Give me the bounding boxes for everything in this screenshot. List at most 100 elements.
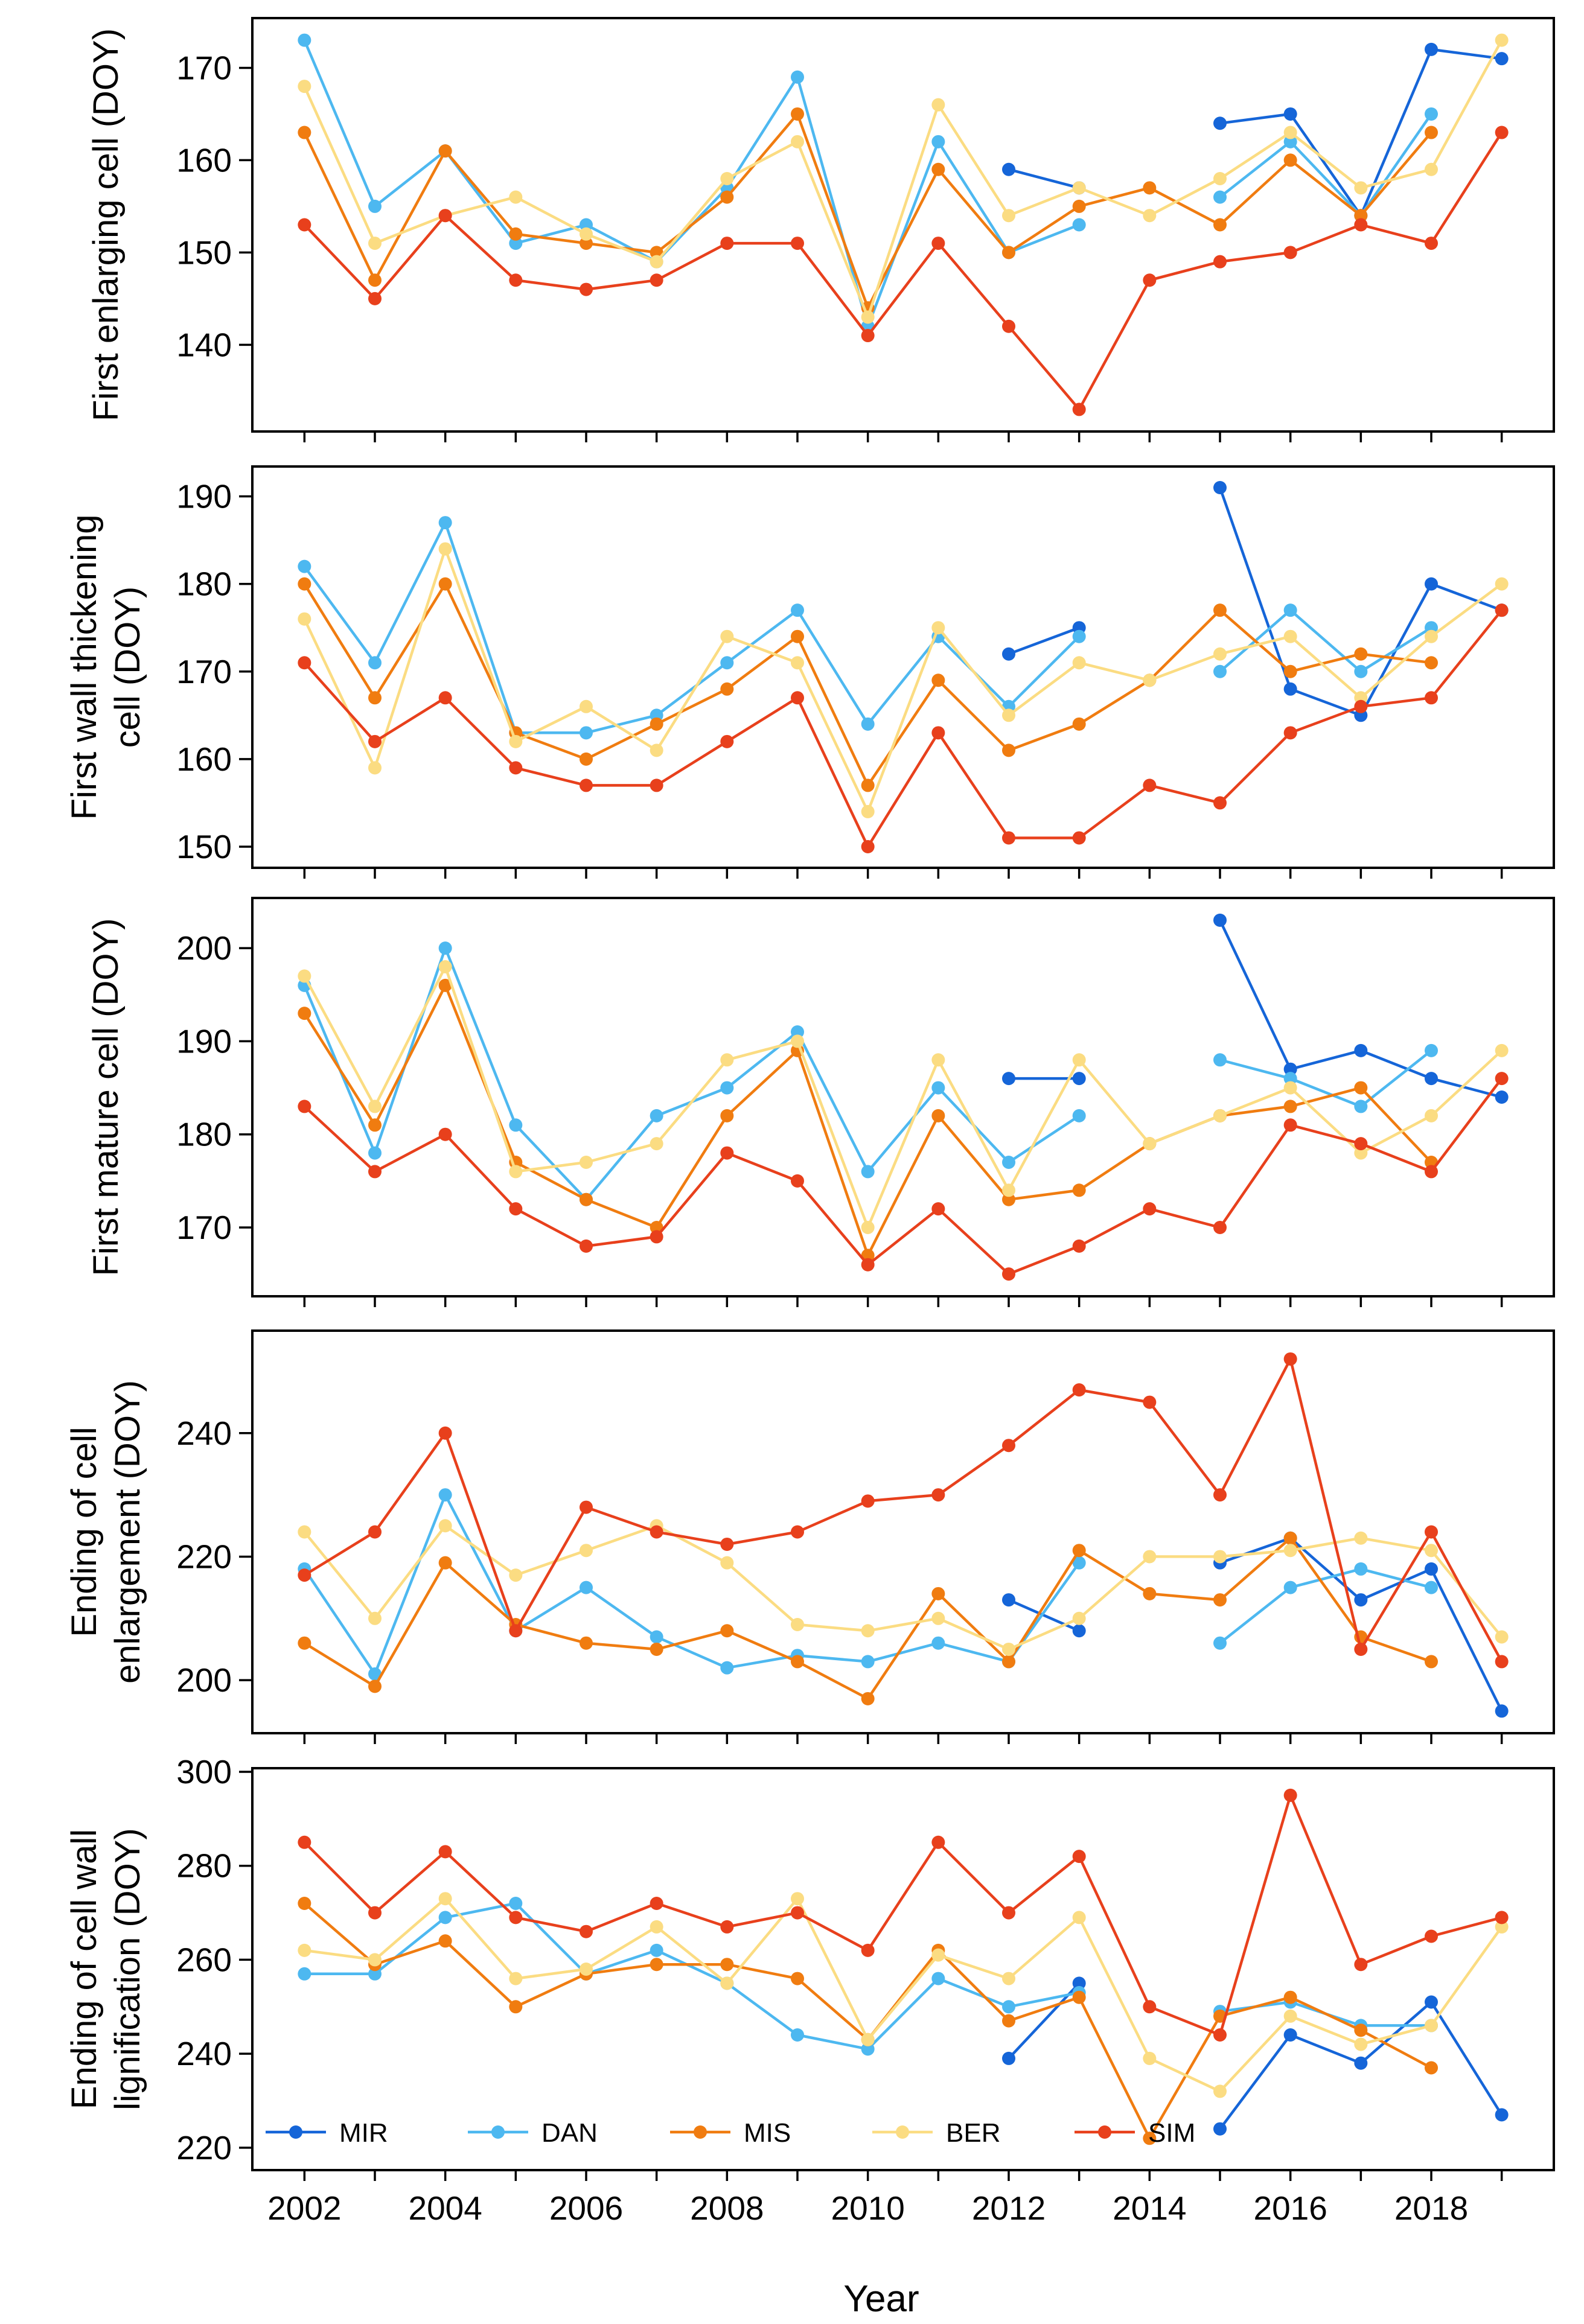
data-point <box>509 1624 523 1638</box>
data-point <box>1002 1972 1015 1985</box>
series-mir <box>1002 481 1509 722</box>
data-point <box>580 1581 593 1594</box>
data-point <box>509 734 523 748</box>
data-point <box>1213 255 1227 269</box>
data-point <box>368 734 382 748</box>
data-point <box>1425 691 1438 705</box>
data-point <box>1072 629 1086 643</box>
data-point <box>861 2042 875 2056</box>
data-point <box>1283 1118 1297 1132</box>
data-point <box>791 629 804 643</box>
data-point <box>1495 1655 1509 1669</box>
x-axis-label: Year <box>843 2278 919 2320</box>
data-point <box>580 218 593 232</box>
data-point <box>1002 2014 1015 2028</box>
data-point <box>931 1636 945 1650</box>
data-point <box>650 743 663 757</box>
data-point <box>1213 481 1227 495</box>
legend-label: DAN <box>541 2118 598 2148</box>
data-point <box>298 1100 311 1113</box>
data-point <box>1283 1062 1297 1076</box>
data-point <box>1495 1090 1509 1104</box>
data-point <box>438 1892 452 1906</box>
legend-label: MIR <box>339 2118 388 2148</box>
data-point <box>1143 673 1157 687</box>
data-point <box>438 941 452 955</box>
data-point <box>1002 162 1015 176</box>
data-point <box>368 291 382 305</box>
y-tick-label: 190 <box>176 1022 232 1060</box>
data-point <box>931 1488 945 1502</box>
series-line-mir <box>1009 919 1503 1099</box>
data-point <box>1425 629 1438 643</box>
data-point <box>1354 1137 1368 1151</box>
x-tick-label: 2016 <box>1253 2189 1327 2227</box>
y-tick-label: 190 <box>176 478 232 515</box>
data-point <box>1213 796 1227 810</box>
data-point <box>298 33 311 47</box>
panel-frame <box>251 897 1555 1297</box>
y-tick-label: 170 <box>176 49 232 86</box>
y-tick-label: 240 <box>176 2035 232 2072</box>
y-tick-label: 160 <box>176 141 232 179</box>
panel-frame <box>251 1329 1555 1734</box>
data-point <box>580 227 593 241</box>
data-point <box>1283 1352 1297 1366</box>
data-point <box>1213 1636 1227 1650</box>
data-point <box>1072 717 1086 731</box>
data-point <box>650 1137 663 1151</box>
x-tick-label: 2012 <box>972 2189 1046 2227</box>
y-axis-label: enlargement (DOY) <box>108 1380 147 1684</box>
data-point <box>509 273 523 287</box>
data-point <box>1425 1072 1438 1086</box>
data-point <box>298 1967 311 1981</box>
data-point <box>1213 172 1227 186</box>
data-point <box>580 778 593 792</box>
data-point <box>861 1692 875 1705</box>
panel-frame <box>251 465 1555 869</box>
data-point <box>1002 1439 1015 1453</box>
data-point <box>720 1920 734 1934</box>
series-line-mis <box>304 1536 1432 1701</box>
data-point <box>1354 1146 1368 1160</box>
data-point <box>368 1967 382 1981</box>
data-point <box>1425 656 1438 670</box>
data-point <box>368 1953 382 1967</box>
data-point <box>368 1525 382 1539</box>
y-tick-label: 220 <box>176 2129 232 2166</box>
data-point <box>1213 2084 1227 2098</box>
series-ber <box>298 542 1509 818</box>
data-point <box>1283 153 1297 167</box>
y-axis-label: First enlarging cell (DOY) <box>86 28 126 421</box>
x-tick-label: 2002 <box>267 2189 341 2227</box>
data-point <box>720 1976 734 1990</box>
data-point <box>438 1488 452 1502</box>
data-point <box>298 1525 311 1539</box>
y-axis-label: First mature cell (DOY) <box>86 918 126 1276</box>
data-point <box>1354 2037 1368 2051</box>
data-point <box>1002 209 1015 223</box>
data-point <box>650 1525 663 1539</box>
data-point <box>509 190 523 204</box>
data-point <box>580 1636 593 1650</box>
data-point <box>438 144 452 158</box>
x-tick-label: 2010 <box>831 2189 904 2227</box>
panel-1: 140 150 160 170 First enlarging cell (DOY) <box>86 17 1555 442</box>
data-point <box>509 2000 523 2014</box>
data-point <box>1072 1911 1086 1924</box>
data-point <box>650 1642 663 1656</box>
data-point <box>438 516 452 530</box>
data-point <box>791 691 804 705</box>
data-point <box>861 1258 875 1272</box>
series-sim <box>298 1352 1509 1669</box>
series-mir <box>1002 913 1509 1104</box>
series-line-dan <box>303 1493 1432 1676</box>
data-point <box>791 1618 804 1632</box>
data-point <box>438 1911 452 1924</box>
data-point <box>368 273 382 287</box>
data-point <box>861 1494 875 1508</box>
data-point <box>1495 1704 1509 1718</box>
data-point <box>1495 577 1509 591</box>
legend-label: MIS <box>744 2118 791 2148</box>
data-point <box>720 1624 734 1638</box>
